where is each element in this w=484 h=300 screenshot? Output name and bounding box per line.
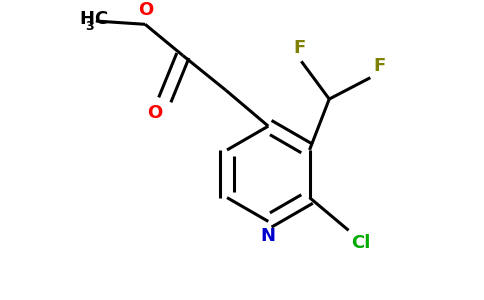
Text: F: F <box>294 39 306 57</box>
Text: Cl: Cl <box>351 234 371 252</box>
Text: O: O <box>147 104 163 122</box>
Text: C: C <box>94 11 107 28</box>
Text: H: H <box>79 11 94 28</box>
Text: 3: 3 <box>86 20 94 33</box>
Text: F: F <box>373 57 385 75</box>
Text: N: N <box>261 227 276 245</box>
Text: O: O <box>138 2 154 20</box>
